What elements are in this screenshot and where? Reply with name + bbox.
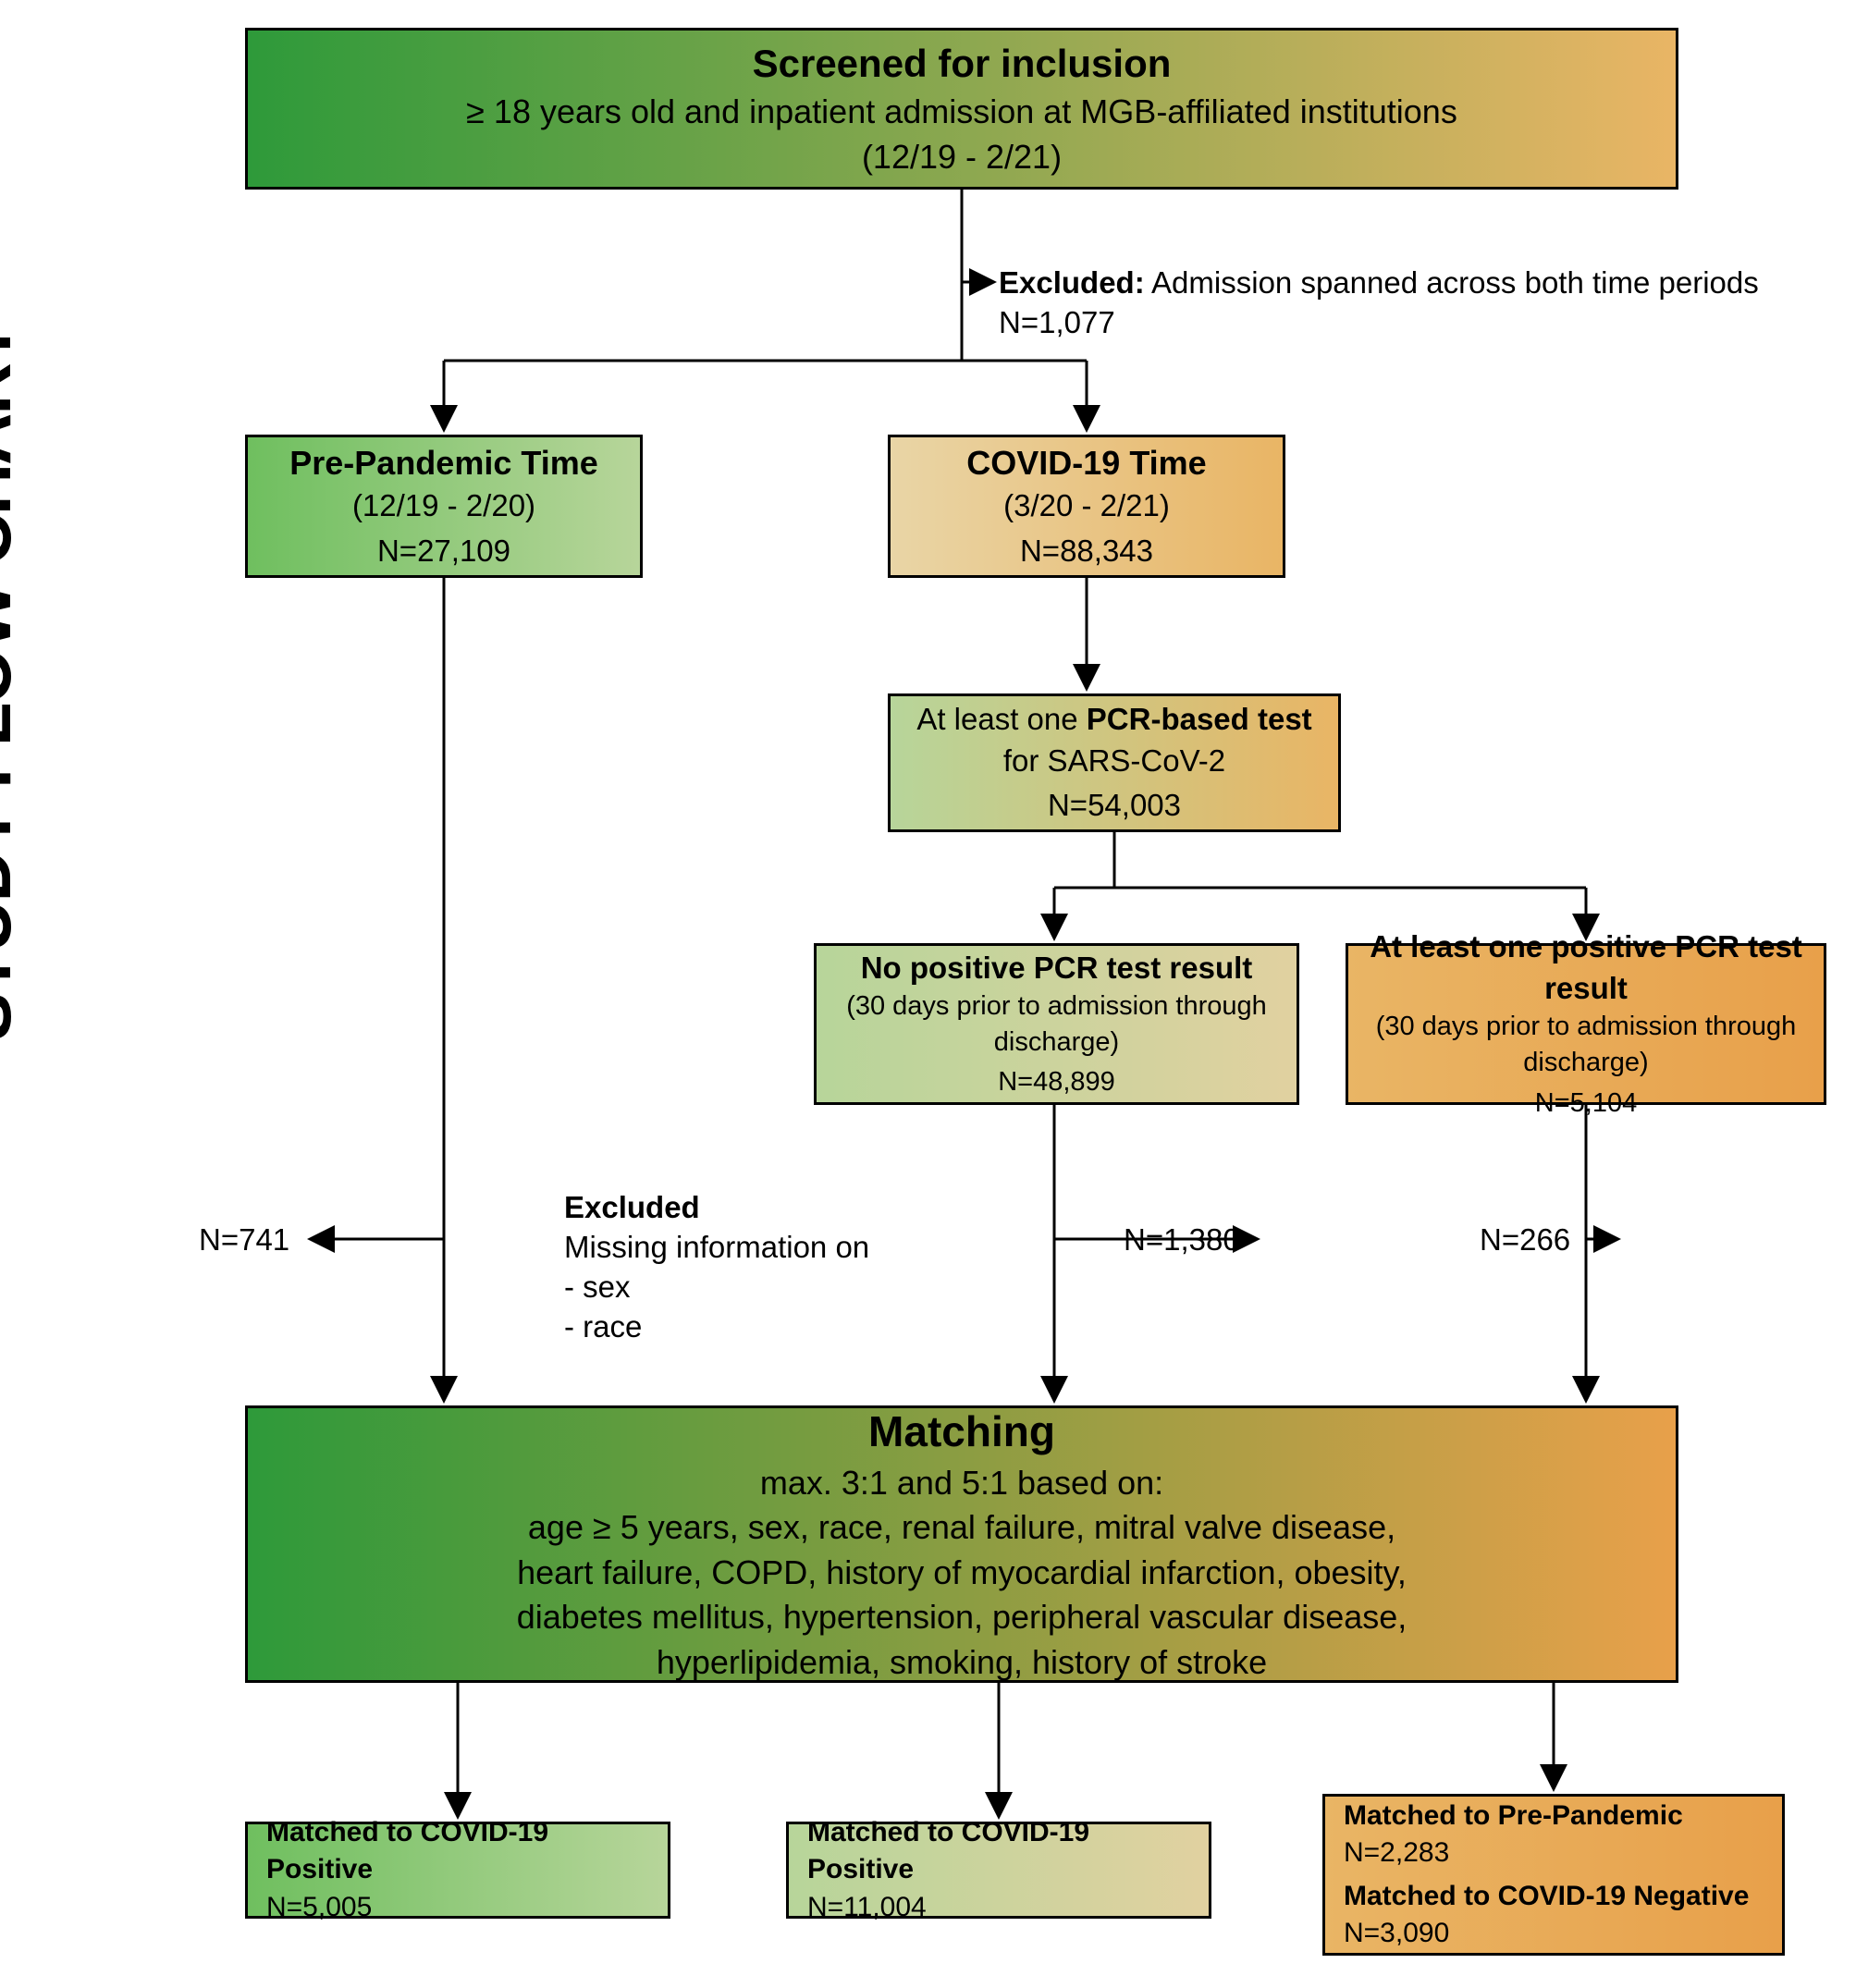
- side-title: STUDY FLOW CHART: [0, 323, 28, 1041]
- matching-l1: max. 3:1 and 5:1 based on:: [760, 1461, 1163, 1506]
- box-out-matched-2: Matched to COVID-19 Positive N=11,004: [786, 1822, 1211, 1919]
- pos-n: N=5,104: [1535, 1086, 1637, 1122]
- annotation-n1380: N=1,380: [1124, 1221, 1240, 1260]
- out3-n2: N=3,090: [1344, 1915, 1449, 1953]
- screened-sub: ≥ 18 years old and inpatient admission a…: [466, 90, 1457, 135]
- pre-n: N=27,109: [377, 531, 510, 572]
- box-covid-time: COVID-19 Time (3/20 - 2/21) N=88,343: [888, 435, 1285, 578]
- matching-l4: diabetes mellitus, hypertension, periphe…: [517, 1595, 1407, 1640]
- matching-l3: heart failure, COPD, history of myocardi…: [517, 1551, 1407, 1596]
- annotation-excluded-mid: Excluded Missing information on - sex - …: [564, 1188, 869, 1347]
- screened-title: Screened for inclusion: [753, 38, 1172, 91]
- matching-title: Matching: [868, 1403, 1055, 1460]
- out3-t2: Matched to COVID-19 Negative: [1344, 1878, 1749, 1916]
- covid-title: COVID-19 Time: [966, 441, 1206, 486]
- nopos-sub: (30 days prior to admission through disc…: [835, 988, 1278, 1061]
- out3-n1: N=2,283: [1344, 1835, 1449, 1872]
- pos-sub: (30 days prior to admission through disc…: [1367, 1009, 1805, 1081]
- out1-title: Matched to COVID-19 Positive: [266, 1814, 649, 1889]
- matching-l5: hyperlipidemia, smoking, history of stro…: [657, 1640, 1267, 1686]
- out2-title: Matched to COVID-19 Positive: [807, 1814, 1190, 1889]
- box-pre-pandemic: Pre-Pandemic Time (12/19 - 2/20) N=27,10…: [245, 435, 643, 578]
- pcr-n: N=54,003: [1048, 785, 1181, 827]
- box-no-positive: No positive PCR test result (30 days pri…: [814, 943, 1299, 1105]
- box-out-matched-3: Matched to Pre-Pandemic N=2,283 Matched …: [1322, 1794, 1785, 1956]
- box-pcr-test: At least one PCR-based test for SARS-CoV…: [888, 693, 1341, 832]
- nopos-title: No positive PCR test result: [861, 948, 1253, 989]
- pcr-line2: for SARS-CoV-2: [1003, 741, 1225, 782]
- out1-n: N=5,005: [266, 1889, 372, 1927]
- annotation-excluded-top: Excluded: Admission spanned across both …: [999, 264, 1759, 343]
- out2-n: N=11,004: [807, 1889, 927, 1927]
- box-matching: Matching max. 3:1 and 5:1 based on: age …: [245, 1405, 1678, 1683]
- box-screened: Screened for inclusion ≥ 18 years old an…: [245, 28, 1678, 190]
- annotation-n266: N=266: [1480, 1221, 1570, 1260]
- matching-l2: age ≥ 5 years, sex, race, renal failure,…: [528, 1505, 1395, 1551]
- out3-t1: Matched to Pre-Pandemic: [1344, 1798, 1683, 1835]
- pre-paren: (12/19 - 2/20): [352, 485, 535, 527]
- pos-title: At least one positive PCR test result: [1367, 927, 1805, 1009]
- covid-paren: (3/20 - 2/21): [1003, 485, 1170, 527]
- annotation-n741: N=741: [199, 1221, 289, 1260]
- box-positive: At least one positive PCR test result (3…: [1346, 943, 1826, 1105]
- pre-title: Pre-Pandemic Time: [289, 441, 597, 486]
- screened-paren: (12/19 - 2/21): [862, 135, 1062, 180]
- covid-n: N=88,343: [1020, 531, 1153, 572]
- box-out-matched-1: Matched to COVID-19 Positive N=5,005: [245, 1822, 670, 1919]
- pcr-line1: At least one PCR-based test: [916, 699, 1311, 741]
- nopos-n: N=48,899: [998, 1064, 1115, 1100]
